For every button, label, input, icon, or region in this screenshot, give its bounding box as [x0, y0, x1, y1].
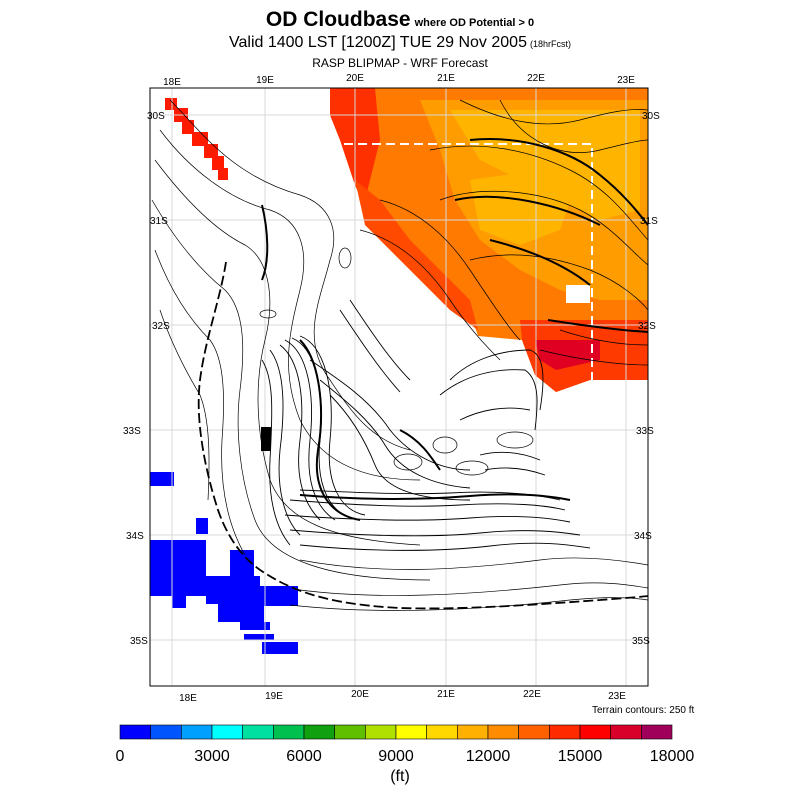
colorbar-swatch [365, 724, 397, 740]
lon-labels-top: 18E 19E 20E 21E 22E 23E [163, 73, 635, 88]
model-name: RASP BLIPMAP - WRF Forecast [312, 56, 488, 70]
map-frame [149, 87, 649, 687]
colorbar-swatch [334, 724, 366, 740]
colorbar-swatch [395, 724, 427, 740]
colorbar-tick-labels: 0 3000 6000 9000 12000 15000 18000 [116, 748, 695, 765]
lon-labels-bottom: 18E 19E 20E 21E 22E 23E [179, 689, 626, 704]
colorbar-swatch [150, 724, 182, 740]
lon-label-top: 18E [163, 77, 181, 88]
terrain-contour-note: Terrain contours: 250 ft [592, 705, 695, 716]
colorbar-tick-label: 18000 [650, 748, 695, 765]
lon-label-bottom: 18E [179, 693, 197, 704]
colorbar-tick-label: 6000 [286, 748, 322, 765]
coastline [197, 261, 648, 610]
colorbar-swatch [487, 724, 519, 740]
lat-labels-left: 30S 31S 32S 33S 34S 35S [123, 111, 170, 647]
lon-label-top: 21E [437, 73, 455, 84]
lat-label-right: 33S [636, 426, 654, 437]
lon-label-top: 19E [256, 75, 274, 86]
lon-label-bottom: 22E [523, 689, 541, 700]
terrain-contours [151, 99, 648, 611]
colorbar-swatch [457, 724, 489, 740]
thick-contours [261, 138, 648, 521]
lon-label-top: 23E [617, 75, 635, 86]
forecast-hours: (18hrFcst) [529, 39, 571, 49]
title-subtitle: where OD Potential > 0 [414, 17, 535, 29]
lat-labels-right: 30S 31S 32S 33S 34S 35S [632, 111, 660, 647]
lat-label-right: 30S [642, 111, 660, 122]
lat-label-left: 35S [130, 636, 148, 647]
colorbar-swatch [303, 724, 335, 740]
colorbar-tick-label: 3000 [194, 748, 230, 765]
colorbar-swatch [119, 724, 151, 740]
map-title: OD Cloudbase where OD Potential > 0 [0, 8, 800, 32]
lat-label-right: 31S [640, 216, 658, 227]
title-main: OD Cloudbase [265, 8, 411, 31]
colorbar-swatch [426, 724, 458, 740]
lat-label-left: 30S [147, 111, 165, 122]
lon-label-bottom: 19E [265, 691, 283, 702]
lon-label-bottom: 20E [351, 689, 369, 700]
colorbar-units: (ft) [390, 768, 410, 785]
valid-time-text: Valid 1400 LST [1200Z] TUE 29 Nov 2005 [229, 34, 527, 51]
colorbar-swatch [610, 724, 642, 740]
inner-domain-boundary [330, 143, 593, 380]
colorbar-tick-label: 0 [116, 748, 125, 765]
valid-time: Valid 1400 LST [1200Z] TUE 29 Nov 2005 (1… [0, 34, 800, 52]
lon-label-bottom: 23E [608, 691, 626, 702]
lat-label-left: 34S [126, 531, 144, 542]
lat-label-left: 33S [123, 426, 141, 437]
cloudbase-blue-region [150, 472, 298, 654]
lat-label-right: 34S [634, 531, 652, 542]
colorbar-swatch [211, 724, 243, 740]
colorbar-swatch [518, 724, 550, 740]
colorbar-swatch [641, 724, 673, 740]
colorbar-swatch [273, 724, 305, 740]
lat-label-right: 35S [632, 636, 650, 647]
colorbar-tick-label: 12000 [466, 748, 511, 765]
lat-lon-grid [150, 88, 648, 686]
colorbar-tick-label: 15000 [558, 748, 603, 765]
lon-label-bottom: 21E [437, 689, 455, 700]
colorbar-swatch [181, 724, 213, 740]
lon-label-top: 22E [527, 73, 545, 84]
lat-label-right: 32S [638, 321, 656, 332]
colorbar-swatches [119, 724, 673, 740]
map-canvas: 18E 19E 20E 21E 22E 23E 18E 19E 20E 21E … [123, 73, 660, 704]
colorbar-swatch [579, 724, 611, 740]
lat-label-left: 32S [152, 321, 170, 332]
lon-label-top: 20E [346, 73, 364, 84]
colorbar-swatch [242, 724, 274, 740]
colorbar-tick-label: 9000 [378, 748, 414, 765]
lat-label-left: 31S [150, 216, 168, 227]
colorbar-swatch [549, 724, 581, 740]
